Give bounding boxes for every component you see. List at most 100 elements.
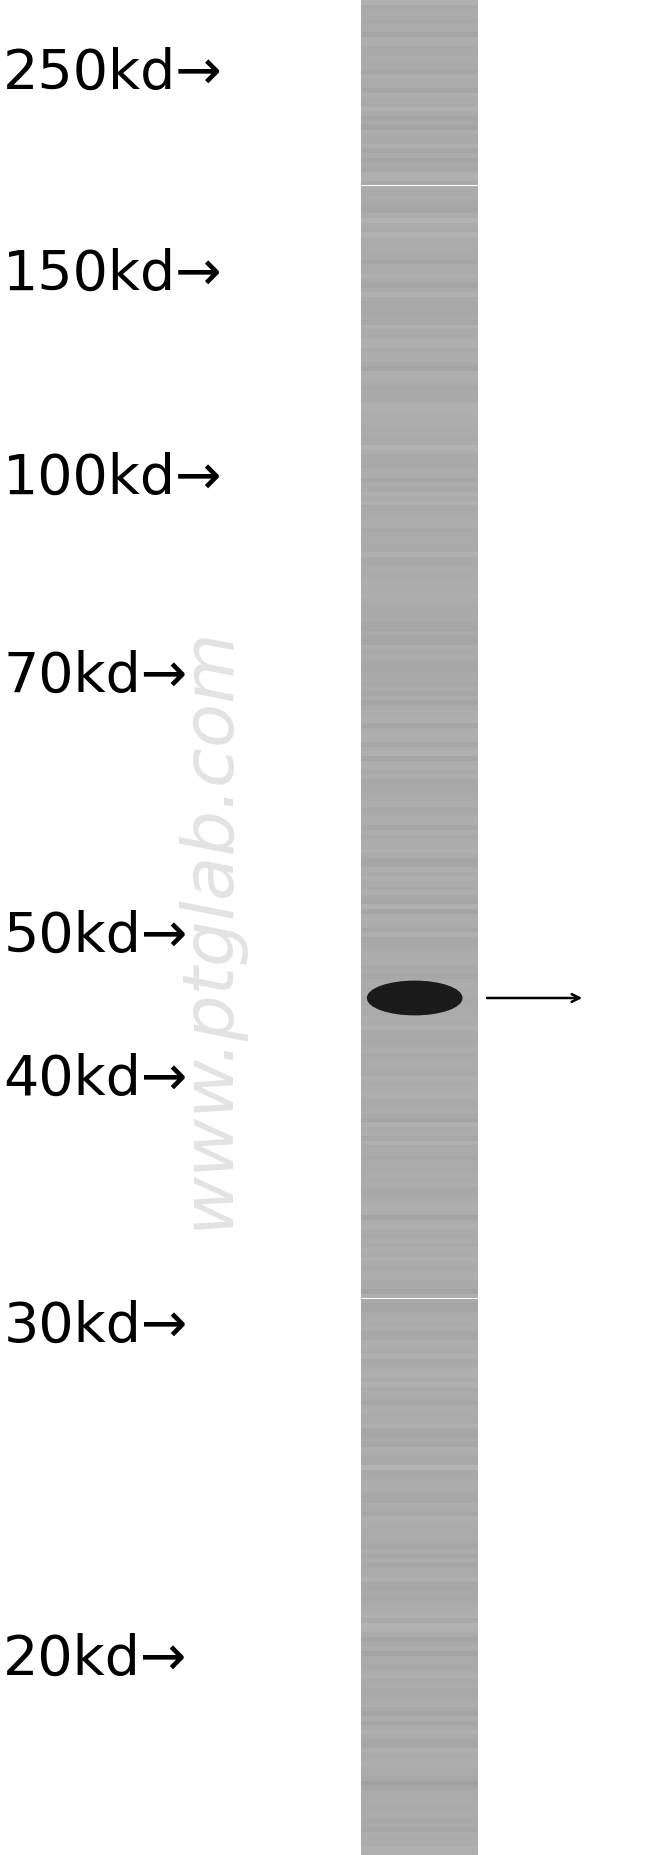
Bar [361,1247,478,1252]
Bar [361,1339,478,1345]
Bar [361,330,478,334]
Text: 250kd→: 250kd→ [3,46,223,102]
Text: 50kd→: 50kd→ [3,909,188,965]
Bar [361,1543,478,1549]
Bar [361,1673,478,1679]
Bar [361,198,478,204]
Bar [361,566,478,571]
Bar [361,1796,478,1799]
Text: 100kd→: 100kd→ [3,451,223,506]
Bar [361,41,478,46]
Bar [361,1202,478,1206]
Bar [361,863,478,868]
Bar [361,825,478,829]
Bar [361,180,478,186]
Bar [361,538,478,542]
Bar [361,1747,478,1753]
Bar [361,282,478,288]
Bar [361,1326,478,1332]
Bar [361,338,478,343]
Bar [361,87,478,93]
Bar [361,13,478,19]
Bar [361,1033,478,1039]
Bar [361,393,478,399]
Bar [361,217,478,223]
Bar [361,1215,478,1221]
Bar [361,1085,478,1091]
Bar [361,699,478,705]
Bar [361,1117,478,1122]
Bar [361,640,478,644]
Bar [361,78,478,83]
Bar [361,1261,478,1265]
Bar [361,1020,478,1024]
Bar [361,608,478,612]
Bar [361,848,478,853]
Bar [361,291,478,297]
Bar [361,436,478,440]
Bar [361,161,478,167]
Bar [361,195,478,200]
Bar [361,1187,478,1191]
Bar [361,1781,478,1785]
Bar [361,1759,478,1762]
Bar [361,616,478,621]
Bar [361,1289,478,1295]
Bar [361,139,478,143]
Bar [361,1740,478,1744]
Bar [361,343,478,347]
Bar [361,204,478,208]
Bar [361,1833,478,1836]
Bar [361,838,478,844]
Bar [361,770,478,774]
Bar [361,1363,478,1369]
Bar [361,1094,478,1098]
Bar [361,987,478,992]
Bar [361,223,478,226]
Bar [361,1586,478,1590]
Bar [361,1128,478,1132]
Bar [361,1298,478,1304]
Bar [361,412,478,417]
Bar [361,751,478,755]
Bar [361,236,478,241]
Bar [361,1067,478,1072]
Bar [361,1605,478,1610]
Bar [361,1382,478,1388]
Bar [361,649,478,653]
Bar [361,978,478,983]
Bar [361,1679,478,1684]
Bar [361,278,478,282]
Text: 70kd→: 70kd→ [3,649,187,705]
Bar [361,213,478,217]
Bar [361,445,478,449]
Bar [361,1317,478,1321]
Bar [361,798,478,801]
Text: 20kd→: 20kd→ [3,1632,188,1688]
Bar [361,1697,478,1703]
Bar [361,1209,478,1215]
Bar [361,4,478,9]
Bar [361,501,478,505]
Bar [361,1503,478,1506]
Bar [361,430,478,436]
Bar [361,495,478,501]
Bar [361,254,478,260]
Bar [361,1057,478,1061]
Bar [361,384,478,390]
Bar [361,310,478,315]
Bar [361,940,478,946]
Bar [361,1456,478,1460]
Bar [361,1414,478,1419]
Bar [361,1785,478,1790]
Bar [361,1423,478,1428]
Bar [361,334,478,338]
Bar [361,556,478,560]
Bar [361,1688,478,1692]
Bar [361,1113,478,1117]
Bar [361,250,478,254]
Bar [361,1684,478,1688]
Bar [361,1159,478,1165]
Bar [361,1549,478,1554]
Bar [361,1451,478,1456]
